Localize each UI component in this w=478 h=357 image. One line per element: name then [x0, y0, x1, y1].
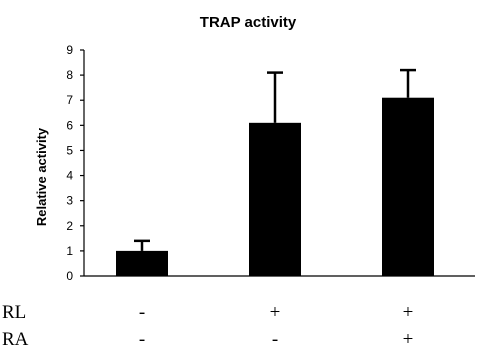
condition-table: RL - + + RA - - +: [2, 302, 413, 350]
condition-mark: -: [139, 302, 145, 323]
condition-mark: +: [270, 302, 281, 323]
y-tick-label: 6: [66, 118, 73, 132]
condition-mark: +: [403, 302, 414, 323]
y-tick-label: 1: [66, 244, 73, 258]
y-tick-label: 4: [66, 169, 73, 183]
condition-label: RL: [2, 302, 26, 323]
y-axis-label: Relative activity: [34, 127, 49, 226]
chart-title: TRAP activity: [200, 14, 297, 31]
bar: [249, 122, 301, 276]
condition-mark: +: [403, 329, 414, 350]
y-tick-label: 2: [66, 219, 73, 233]
bar: [382, 97, 434, 276]
condition-mark: -: [272, 329, 278, 350]
y-tick-label: 3: [66, 194, 73, 208]
condition-label: RA: [2, 329, 29, 350]
y-tick-label: 7: [66, 93, 73, 107]
y-tick-label: 5: [66, 143, 73, 157]
y-tick-label: 9: [66, 43, 73, 57]
condition-mark: -: [139, 329, 145, 350]
y-tick-label: 8: [66, 68, 73, 82]
bar: [116, 250, 168, 276]
y-tick-label: 0: [66, 269, 73, 283]
plot-area: 0 1 2 3 4 5 6 7 8 9: [66, 43, 475, 283]
